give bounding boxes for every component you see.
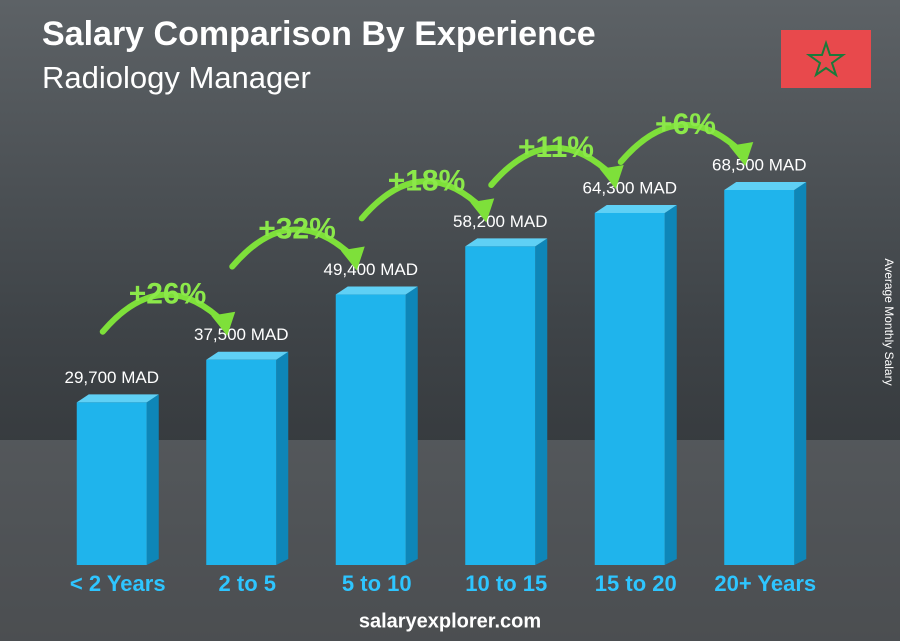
- change-arrowhead: [340, 246, 365, 271]
- bar-top: [465, 238, 548, 247]
- bar: [76, 394, 159, 565]
- change-label: +18%: [388, 164, 466, 197]
- bar-side: [405, 286, 418, 565]
- change-arrow: [99, 291, 229, 335]
- bar-top: [76, 394, 159, 403]
- bar-front: [206, 359, 277, 565]
- change-label: +26%: [129, 278, 207, 311]
- bar: [465, 238, 548, 566]
- change-label: +32%: [258, 212, 336, 245]
- bar-top: [206, 351, 289, 360]
- value-label: 58,200 MAD: [453, 212, 548, 231]
- flag-star: [805, 39, 847, 78]
- value-label: 49,400 MAD: [324, 260, 419, 279]
- bar-front: [76, 402, 147, 565]
- bar-top: [335, 286, 418, 295]
- change-arrowhead: [729, 142, 754, 166]
- y-axis-label: Average Monthly Salary: [882, 258, 896, 385]
- bar-side: [276, 351, 289, 565]
- footer: salaryexplorer.com: [359, 610, 541, 632]
- value-label: 37,500 MAD: [194, 325, 289, 344]
- bar-front: [594, 212, 665, 565]
- bar-front: [724, 190, 795, 565]
- x-tick-label: 20+ Years: [714, 571, 816, 596]
- change-arrowhead: [599, 164, 624, 189]
- value-label: 64,300 MAD: [583, 178, 678, 197]
- bar: [335, 286, 418, 565]
- change-arrow: [488, 144, 617, 188]
- bar-front: [335, 294, 406, 565]
- change-label: +11%: [518, 131, 594, 164]
- change-arrowhead: [470, 198, 495, 223]
- change-arrow: [229, 226, 358, 270]
- flag-field: [781, 30, 871, 88]
- bar: [594, 204, 677, 565]
- chart-subtitle: Radiology Manager: [42, 60, 311, 95]
- bar: [206, 351, 289, 565]
- x-tick-label: 10 to 15: [465, 571, 547, 596]
- change-arrow: [358, 178, 488, 222]
- x-tick-label: 2 to 5: [219, 571, 276, 596]
- x-tick-label: 5 to 10: [342, 571, 412, 596]
- chart-title: Salary Comparison By Experience: [42, 15, 596, 53]
- change-arrow: [617, 121, 747, 165]
- x-tick-label: < 2 Years: [70, 571, 166, 596]
- bar-side: [794, 182, 807, 565]
- change-label: +6%: [655, 108, 716, 141]
- change-arrowhead: [211, 311, 236, 336]
- bar: [724, 182, 807, 565]
- bar-front: [465, 246, 536, 566]
- value-label: 29,700 MAD: [65, 368, 160, 387]
- bar-side: [535, 238, 548, 566]
- bar-top: [724, 182, 807, 190]
- bar-top: [594, 204, 677, 213]
- x-tick-label: 15 to 20: [595, 571, 677, 596]
- flag: [781, 30, 871, 88]
- bar-side: [664, 204, 677, 565]
- value-label: 68,500 MAD: [712, 155, 807, 174]
- bar-side: [146, 394, 159, 565]
